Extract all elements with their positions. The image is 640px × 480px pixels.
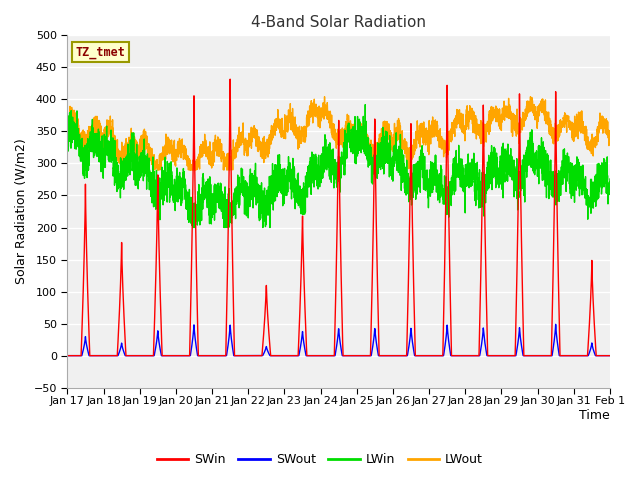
SWout [63, 353, 71, 359]
LWout [63, 120, 71, 125]
LWin [362, 102, 369, 108]
SWin [63, 353, 71, 359]
SWin [392, 353, 399, 359]
LWin [606, 176, 614, 182]
LWin [215, 193, 223, 199]
Y-axis label: Solar Radiation (W/m2): Solar Radiation (W/m2) [15, 139, 28, 284]
SWin [227, 76, 234, 82]
LWout [606, 128, 614, 133]
SWout [552, 322, 559, 327]
LWout [180, 155, 188, 160]
SWout [180, 353, 188, 359]
Title: 4-Band Solar Radiation: 4-Band Solar Radiation [251, 15, 426, 30]
Legend: SWin, SWout, LWin, LWout: SWin, SWout, LWin, LWout [152, 448, 488, 471]
SWin [215, 353, 223, 359]
SWin [555, 284, 563, 290]
SWout [555, 348, 563, 354]
LWout [392, 126, 399, 132]
LWout [150, 167, 158, 173]
LWin [63, 129, 71, 135]
Line: SWin: SWin [67, 79, 610, 356]
LWin [555, 168, 563, 173]
LWin [180, 177, 188, 182]
SWout [215, 353, 223, 359]
SWout [392, 353, 399, 359]
Line: LWout: LWout [67, 96, 610, 170]
LWin [392, 142, 399, 148]
SWin [401, 353, 409, 359]
SWout [606, 353, 614, 359]
LWout [401, 143, 409, 148]
SWout [401, 353, 409, 359]
SWin [606, 353, 614, 359]
LWout [555, 132, 563, 137]
SWout [606, 353, 614, 359]
Line: LWin: LWin [67, 105, 610, 228]
LWin [189, 225, 197, 230]
Text: TZ_tmet: TZ_tmet [76, 46, 125, 59]
LWout [527, 94, 534, 99]
Line: SWout: SWout [67, 324, 610, 356]
SWin [180, 353, 188, 359]
LWin [606, 186, 614, 192]
LWout [606, 140, 614, 145]
LWin [401, 177, 409, 182]
X-axis label: Time: Time [579, 409, 610, 422]
LWout [215, 154, 223, 159]
SWin [606, 353, 614, 359]
